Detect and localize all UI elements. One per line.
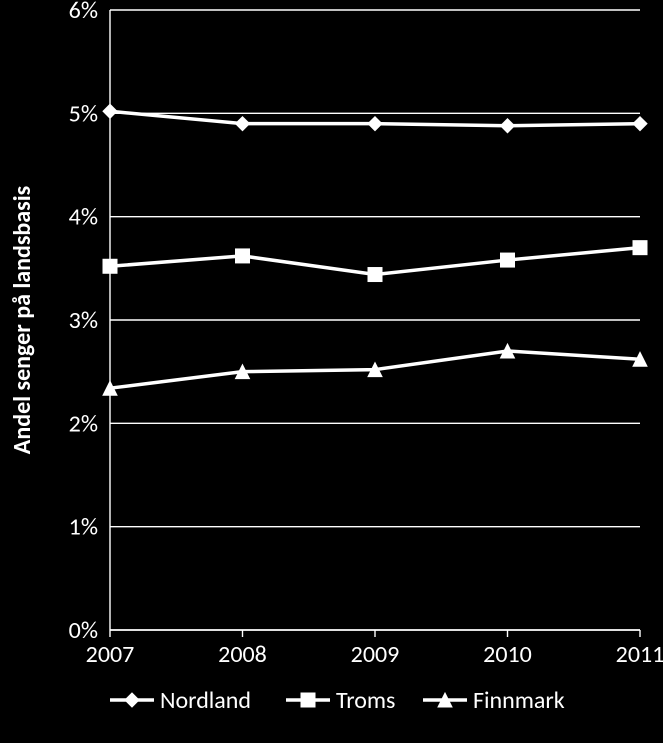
square-marker: [236, 249, 250, 263]
legend-label: Troms: [336, 686, 395, 715]
legend-label: Nordland: [160, 686, 251, 715]
x-tick-label: 2011: [616, 640, 663, 669]
line-chart: 0%1%2%3%4%5%6%20072008200920102011Andel …: [0, 0, 663, 743]
legend-label: Finnmark: [473, 686, 565, 715]
y-tick-label: 2%: [69, 409, 98, 438]
chart-svg: 0%1%2%3%4%5%6%20072008200920102011Andel …: [0, 0, 663, 743]
square-marker: [633, 241, 647, 255]
y-tick-label: 5%: [69, 99, 98, 128]
x-tick-label: 2008: [218, 640, 267, 669]
square-marker: [301, 693, 315, 707]
x-tick-label: 2007: [86, 640, 135, 669]
y-tick-label: 4%: [69, 203, 98, 232]
y-tick-label: 6%: [69, 0, 98, 25]
y-tick-label: 1%: [69, 513, 98, 542]
x-tick-label: 2009: [351, 640, 400, 669]
square-marker: [103, 259, 117, 273]
x-tick-label: 2010: [483, 640, 532, 669]
square-marker: [368, 268, 382, 282]
y-axis-title: Andel senger på landsbasis: [8, 186, 37, 454]
square-marker: [501, 253, 515, 267]
y-tick-label: 3%: [69, 306, 98, 335]
